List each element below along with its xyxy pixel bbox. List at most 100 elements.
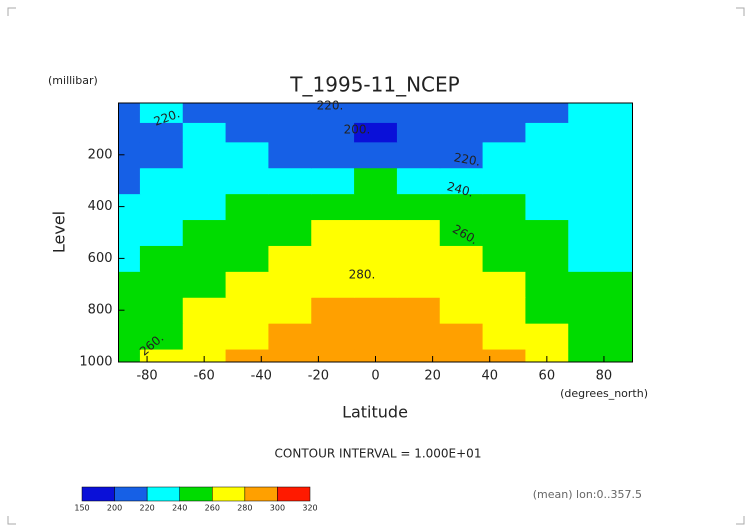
contour-cell bbox=[268, 271, 312, 298]
contour-cell bbox=[311, 323, 355, 350]
contour-cell bbox=[182, 141, 227, 169]
contour-cell bbox=[396, 297, 441, 324]
contour-cell bbox=[268, 245, 312, 272]
contour-cell bbox=[396, 323, 441, 350]
colorbar-segment bbox=[179, 486, 213, 502]
colorbar-segment bbox=[114, 486, 148, 502]
contour-cell bbox=[182, 193, 227, 221]
contour-cell bbox=[225, 323, 269, 350]
contour-cell bbox=[525, 167, 569, 195]
x-unit: (degrees_north) bbox=[560, 387, 648, 400]
contour-cell bbox=[268, 297, 312, 324]
contour-cell bbox=[354, 122, 398, 143]
x-tick-label: 60 bbox=[539, 369, 556, 384]
contour-cell bbox=[525, 122, 569, 143]
contour-cell bbox=[311, 219, 355, 246]
contour-cell bbox=[354, 141, 398, 169]
contour-cell bbox=[182, 323, 227, 350]
contour-cell bbox=[439, 245, 484, 272]
colorbar-label: 220 bbox=[140, 504, 155, 513]
contour-cell bbox=[568, 323, 612, 350]
contour-cell bbox=[568, 122, 612, 143]
contour-cell bbox=[439, 323, 484, 350]
contour-cell bbox=[568, 193, 612, 221]
contour-cell bbox=[182, 271, 227, 298]
contour-cell bbox=[611, 245, 633, 272]
contour-cell bbox=[439, 103, 484, 123]
contour-cell bbox=[482, 219, 526, 246]
colorbar-label: 260 bbox=[205, 504, 220, 513]
plot-area bbox=[118, 103, 633, 363]
contour-cell bbox=[439, 219, 484, 246]
contour-cell bbox=[139, 323, 184, 350]
contour-cell bbox=[182, 103, 227, 123]
colorbar-label: 280 bbox=[237, 504, 252, 513]
y-tick-label: 400 bbox=[88, 199, 113, 214]
contour-cell bbox=[139, 219, 184, 246]
contour-label: 240. bbox=[445, 179, 474, 199]
footer: (mean) lon:0..357.5 bbox=[533, 488, 642, 501]
contour-cell bbox=[139, 103, 184, 123]
contour-cell bbox=[354, 349, 398, 363]
contour-cell bbox=[568, 271, 612, 298]
contour-cell bbox=[118, 271, 141, 298]
contour-cell bbox=[182, 297, 227, 324]
chart-title: T_1995-11_NCEP bbox=[289, 73, 459, 97]
colorbar-segment bbox=[277, 486, 311, 502]
contour-cell bbox=[482, 103, 526, 123]
x-tick-label: -40 bbox=[251, 369, 272, 384]
contour-cell bbox=[139, 122, 184, 143]
contour-cell bbox=[396, 193, 441, 221]
contour-cell bbox=[118, 219, 141, 246]
contour-cell bbox=[311, 271, 355, 298]
contour-cell bbox=[139, 271, 184, 298]
contour-cell bbox=[568, 167, 612, 195]
contour-label: 220. bbox=[317, 99, 344, 113]
contour-cell bbox=[268, 193, 312, 221]
colorbar-segment bbox=[212, 486, 246, 502]
contour-cell bbox=[311, 245, 355, 272]
contour-cell bbox=[354, 167, 398, 195]
x-tick-label: 40 bbox=[481, 369, 498, 384]
contour-cell bbox=[311, 297, 355, 324]
contour-cell bbox=[311, 167, 355, 195]
contour-cell bbox=[311, 193, 355, 221]
contour-cell bbox=[396, 245, 441, 272]
contour-cell bbox=[118, 245, 141, 272]
contour-cell bbox=[396, 141, 441, 169]
contour-cell bbox=[118, 323, 141, 350]
x-tick-label: -80 bbox=[136, 369, 157, 384]
colorbar-label: 150 bbox=[74, 504, 89, 513]
x-tick-label: 80 bbox=[596, 369, 613, 384]
contour-cell bbox=[396, 122, 441, 143]
y-tick-label: 200 bbox=[88, 147, 113, 162]
contour-cell bbox=[611, 122, 633, 143]
contour-cell bbox=[611, 271, 633, 298]
contour-cell bbox=[611, 349, 633, 363]
contour-cell bbox=[139, 297, 184, 324]
contour-cell bbox=[482, 271, 526, 298]
contour-cell bbox=[525, 297, 569, 324]
contour-cell bbox=[439, 193, 484, 221]
contour-cell bbox=[118, 193, 141, 221]
colorbar-segment bbox=[244, 486, 278, 502]
contour-cell bbox=[225, 167, 269, 195]
x-axis-label: Latitude bbox=[342, 403, 408, 422]
contour-cell bbox=[525, 245, 569, 272]
x-tick-label: 0 bbox=[371, 369, 379, 384]
contour-cell bbox=[118, 103, 141, 123]
contour-cell bbox=[225, 193, 269, 221]
contour-label: 200. bbox=[344, 123, 371, 137]
contour-cell bbox=[396, 103, 441, 123]
contour-cell bbox=[525, 349, 569, 363]
colorbar-segment bbox=[146, 486, 180, 502]
contour-cell bbox=[139, 349, 184, 363]
contour-cell bbox=[225, 219, 269, 246]
colorbar-label: 320 bbox=[302, 504, 317, 513]
contour-cell bbox=[611, 141, 633, 169]
contour-cell bbox=[182, 245, 227, 272]
contour-cell bbox=[139, 193, 184, 221]
contour-cell bbox=[482, 141, 526, 169]
contour-cell bbox=[439, 122, 484, 143]
contour-cell bbox=[568, 297, 612, 324]
